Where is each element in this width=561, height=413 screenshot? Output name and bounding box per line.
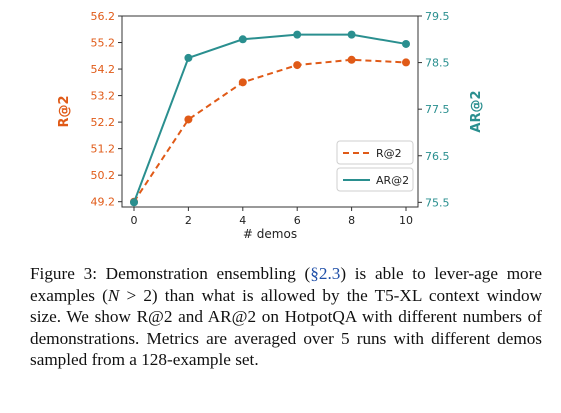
data-point-ar2 — [184, 54, 192, 62]
left-tick-label: 54.2 — [91, 63, 116, 76]
data-point-r2 — [293, 61, 301, 69]
right-tick-label: 79.5 — [425, 10, 450, 23]
section-reference-link[interactable]: §2.3 — [310, 264, 340, 283]
left-tick-label: 53.2 — [91, 90, 116, 103]
x-tick-label: 6 — [294, 214, 301, 227]
figure-caption: Figure 3: Demonstration ensembling (§2.3… — [30, 263, 542, 371]
data-point-r2 — [239, 78, 247, 86]
data-point-r2 — [402, 58, 410, 66]
data-point-ar2 — [130, 198, 138, 206]
left-tick-label: 51.2 — [91, 143, 116, 156]
legend-label: R@2 — [376, 147, 402, 160]
right-tick-label: 77.5 — [425, 103, 450, 116]
data-point-ar2 — [293, 31, 301, 39]
left-axis-label: R@2 — [57, 95, 72, 127]
left-tick-label: 52.2 — [91, 116, 116, 129]
data-point-ar2 — [239, 35, 247, 43]
dual-axis-line-chart: 0 2 4 6 8 10 # demos 49.2 50.2 51.2 52.2 53.2 54.2 55… — [0, 0, 561, 250]
left-tick-label: 49.2 — [91, 196, 116, 209]
data-point-r2 — [184, 115, 192, 123]
x-tick-label: 0 — [131, 214, 138, 227]
data-point-ar2 — [348, 31, 356, 39]
caption-prefix: Figure 3: Demonstration ensembling ( — [30, 264, 310, 283]
chart-legend: R@2 AR@2 — [337, 141, 413, 191]
x-tick-label: 4 — [239, 214, 246, 227]
x-axis-label: # demos — [243, 227, 297, 241]
x-tick-label: 10 — [399, 214, 413, 227]
right-tick-label: 75.5 — [425, 196, 450, 209]
data-point-r2 — [348, 56, 356, 64]
right-axis-label: AR@2 — [469, 90, 484, 132]
left-tick-label: 56.2 — [91, 10, 116, 23]
caption-variable: N — [108, 286, 119, 305]
data-point-ar2 — [402, 40, 410, 48]
left-tick-label: 50.2 — [91, 169, 116, 182]
right-tick-label: 78.5 — [425, 57, 450, 70]
legend-label: AR@2 — [376, 174, 409, 187]
chart-axes: 0 2 4 6 8 10 # demos 49.2 50.2 51.2 52.2 53.2 54.2 55… — [57, 10, 484, 241]
right-tick-label: 76.5 — [425, 150, 450, 163]
x-tick-label: 8 — [348, 214, 355, 227]
left-tick-label: 55.2 — [91, 37, 116, 50]
x-tick-label: 2 — [185, 214, 192, 227]
